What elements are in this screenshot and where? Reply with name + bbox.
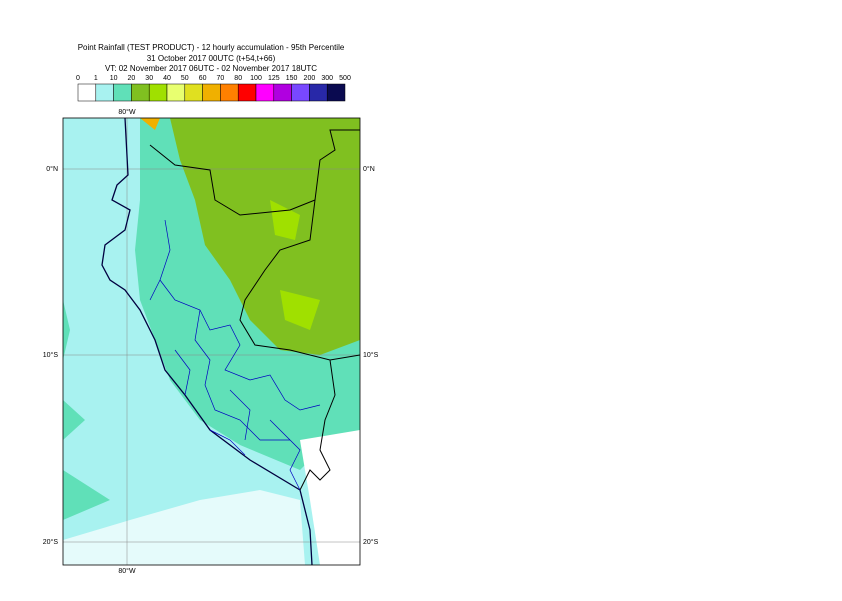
title-line: VT: 02 November 2017 06UTC - 02 November… [105,64,317,73]
rain-field [170,118,360,355]
colorbar-label: 40 [163,75,171,82]
colorbar-box [255,83,275,102]
colorbar-label: 150 [286,75,298,82]
colorbar-box [291,83,310,102]
lat-label: 10°S [363,351,379,359]
dry-field [300,430,360,565]
colorbar-label: 60 [199,75,207,82]
colorbar-box [95,83,114,102]
colorbar-label: 1 [94,75,98,82]
colorbar-label: 125 [268,75,280,82]
colorbar-label: 70 [217,75,225,82]
lat-label: 0°N [363,165,375,173]
colorbar-label: 0 [76,75,80,82]
map [63,118,360,565]
colorbar-box [220,83,239,102]
lat-label: 20°S [43,538,59,546]
colorbar-label: 10 [110,75,118,82]
rain-field [140,118,160,130]
colorbar-label: 50 [181,75,189,82]
colorbar-label: 200 [304,75,316,82]
rain-field [63,300,110,520]
region-border [149,219,321,491]
colorbar-box [237,83,257,102]
lon-label: 80°W [118,567,136,575]
rain-field [270,200,320,330]
lat-label: 20°S [363,538,379,546]
colorbar-box [77,83,97,102]
colorbar-box [131,83,150,102]
colorbar-box [166,83,186,102]
colorbar-box [184,83,203,102]
title-line: Point Rainfall (TEST PRODUCT) - 12 hourl… [78,43,345,52]
lat-label: 10°S [43,351,59,359]
border [149,129,360,491]
title-line: 31 October 2017 00UTC (t+54,t+66) [147,54,276,63]
colorbar-box [113,83,132,102]
colorbar-box [148,83,168,102]
lat-label: 0°N [46,165,58,173]
map-frame [62,117,361,566]
colorbar-box [326,83,346,102]
colorbar-label: 80 [234,75,242,82]
colorbar-label: 500 [339,75,351,82]
colorbar-label: 300 [321,75,333,82]
coastline [101,118,313,565]
lon-label: 80°W [118,108,136,116]
colorbar: 0 1 10 20 30 40 50 60 70 80 100 125 150 200 300 500 [76,75,351,102]
colorbar-label: 30 [145,75,153,82]
colorbar-label: 100 [250,75,262,82]
colorbar-label: 20 [128,75,136,82]
colorbar-box [273,83,292,102]
dry-field [63,490,305,565]
colorbar-box [309,83,328,102]
colorbar-box [202,83,221,102]
